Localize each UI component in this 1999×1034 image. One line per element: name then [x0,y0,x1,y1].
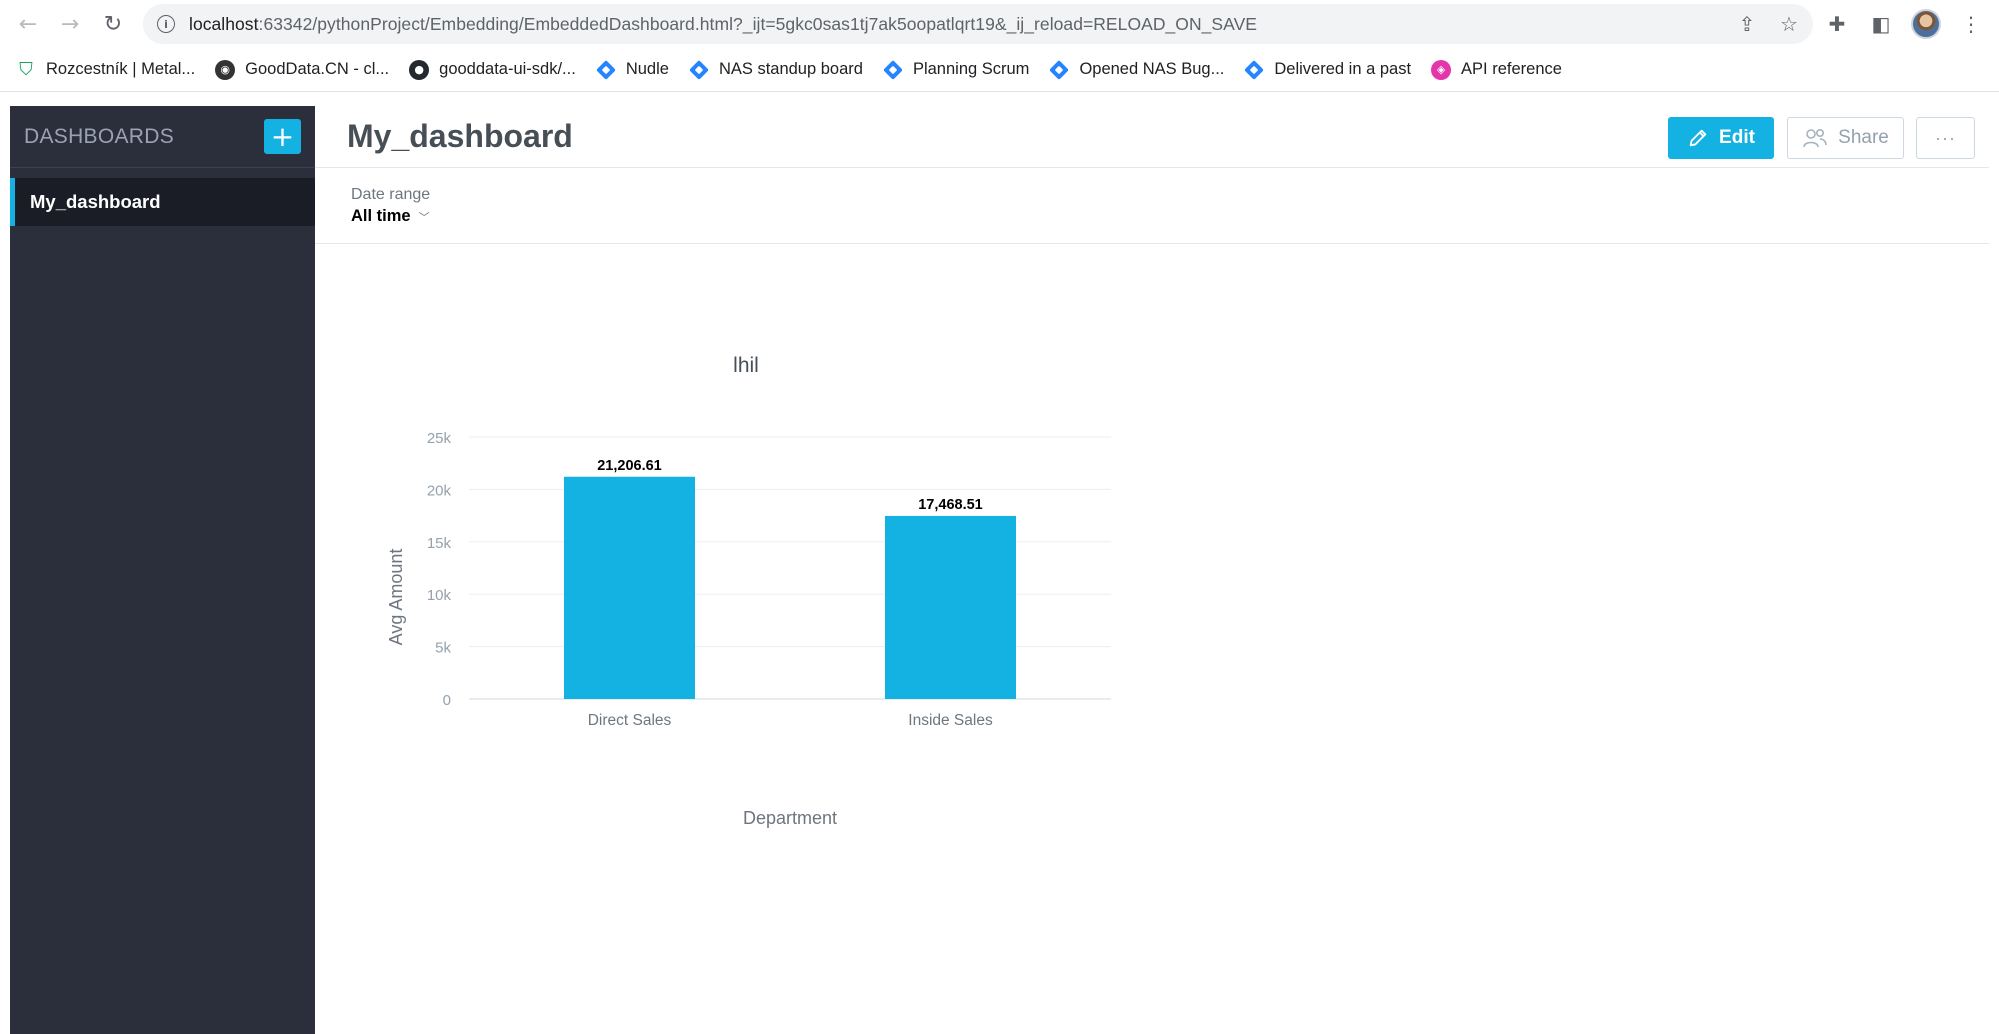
more-options-button[interactable]: ··· [1916,117,1975,159]
y-tick-label: 0 [443,692,451,709]
date-filter-dropdown[interactable]: All time ﹀ [351,207,430,226]
bookmark-item[interactable]: ● gooddata-ui-sdk/... [409,59,576,80]
x-tick-label: Direct Sales [588,712,672,729]
bookmark-item[interactable]: NAS standup board [689,59,863,80]
dashboards-sidebar: DASHBOARDS + My_dashboard [10,106,315,1034]
bookmark-label: gooddata-ui-sdk/... [439,60,576,78]
graphql-icon: ◈ [1431,59,1452,80]
page-title: My_dashboard [347,118,573,154]
jira-icon [1244,59,1265,80]
github-icon: ● [409,59,430,80]
bookmark-star-icon[interactable]: ☆ [1780,12,1798,36]
url-text[interactable]: localhost:63342/pythonProject/Embedding/… [189,14,1257,35]
bookmark-label: Planning Scrum [912,60,1030,78]
share-label: Share [1838,127,1889,148]
x-axis-label: Department [743,808,837,828]
gooddata-icon: ◉ [215,59,236,80]
jira-icon [689,59,709,80]
sidebar-item-label: My_dashboard [30,191,161,212]
bookmark-label: Delivered in a past [1274,60,1412,78]
insight-widget: lhil 0 5k 10k 15k 20k 25k 21,206.61 17,468.51 … [315,244,1315,944]
site-info-icon[interactable]: i [157,15,175,33]
date-filter-value: All time [351,207,411,225]
reload-icon[interactable]: ↻ [103,11,123,37]
url-path: :63342/pythonProject/Embedding/EmbeddedD… [258,13,1258,34]
dashboard-header: My_dashboard Edit Share ··· [315,106,1989,168]
jira-icon [595,59,616,80]
bookmark-item[interactable]: Planning Scrum [883,59,1030,80]
bar[interactable] [564,476,695,699]
data-label: 21,206.61 [597,458,662,474]
chart-title: lhil [733,354,759,377]
edit-label: Edit [1719,127,1755,148]
data-label: 17,468.51 [918,497,983,513]
x-axis-labels: Direct Sales Inside Sales [588,712,993,729]
shield-icon: ⛉ [19,59,33,80]
back-icon[interactable]: ← [18,11,38,37]
bookmark-label: NAS standup board [718,60,863,78]
jira-icon [1049,59,1070,80]
add-dashboard-button[interactable]: + [264,119,301,154]
bookmark-item[interactable]: Nudle [595,59,669,80]
users-icon [1803,128,1827,148]
filter-bar: Date range All time ﹀ [315,169,1989,244]
bar[interactable] [885,515,1016,699]
share-page-icon[interactable]: ⇪ [1738,12,1756,36]
y-tick-label: 15k [427,535,452,552]
y-tick-label: 25k [427,430,452,447]
y-tick-label: 10k [427,587,452,604]
bookmark-label: GoodData.CN - cl... [245,60,390,78]
side-panel-icon[interactable]: ◧ [1871,12,1891,36]
share-button[interactable]: Share [1787,117,1904,159]
bookmark-label: Opened NAS Bug... [1079,60,1225,78]
chevron-down-icon: ﹀ [418,210,430,224]
chart-bars: 21,206.61 17,468.51 [564,458,1016,699]
bookmark-item[interactable]: Opened NAS Bug... [1049,59,1225,80]
address-bar[interactable]: i localhost:63342/pythonProject/Embeddin… [143,4,1813,44]
bookmark-label: Rozcestník | Metal... [46,60,196,78]
sidebar-title: DASHBOARDS [24,124,175,148]
y-tick-label: 5k [435,640,451,657]
pencil-icon [1689,129,1707,147]
bookmark-item[interactable]: ◈ API reference [1431,59,1562,80]
bookmark-label: Nudle [625,60,669,78]
x-tick-label: Inside Sales [908,712,993,729]
sidebar-item-my-dashboard[interactable]: My_dashboard [10,178,315,226]
date-filter-label: Date range [351,186,431,203]
bookmark-item[interactable]: ◉ GoodData.CN - cl... [215,59,390,80]
browser-menu-icon[interactable]: ⋮ [1961,12,1981,36]
bookmarks-bar: ⛉ Rozcestník | Metal... ◉ GoodData.CN - cl… [0,48,1999,92]
jira-icon [883,59,903,80]
y-axis-label: Avg Amount [386,549,406,646]
bookmark-label: API reference [1461,60,1562,78]
dashboard-main: My_dashboard Edit Share ··· Date range A… [315,106,1999,1034]
bookmark-item[interactable]: ⛉ Rozcestník | Metal... [16,59,196,80]
edit-button[interactable]: Edit [1668,117,1774,159]
extensions-icon[interactable]: ✚ [1828,12,1846,36]
profile-avatar[interactable] [1911,9,1941,39]
y-axis-ticks: 0 5k 10k 15k 20k 25k [427,430,452,709]
browser-toolbar: ← → ↻ i localhost:63342/pythonProject/Em… [0,0,1999,48]
y-tick-label: 20k [427,482,452,499]
forward-icon[interactable]: → [60,11,80,37]
bookmark-item[interactable]: Delivered in a past [1244,59,1412,80]
url-host: localhost [189,13,259,34]
sidebar-header: DASHBOARDS + [10,106,315,168]
